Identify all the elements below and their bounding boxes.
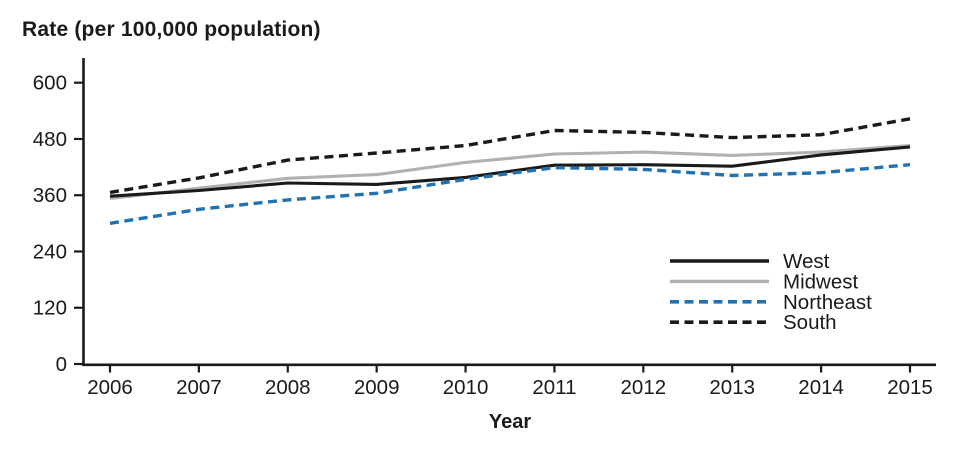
x-tick-label: 2009 — [354, 376, 400, 399]
legend-label-south: South — [783, 311, 837, 334]
y-tick-label: 480 — [33, 128, 67, 151]
series-line-west — [109, 145, 911, 198]
series-line-midwest — [109, 143, 911, 201]
legend-label-midwest: Midwest — [783, 270, 858, 293]
series-line-northeast — [109, 163, 911, 225]
y-tick-label: 0 — [56, 353, 67, 376]
x-tick-label: 2012 — [621, 376, 667, 399]
x-axis-title: Year — [488, 411, 532, 433]
x-tick-label: 2006 — [87, 376, 133, 399]
x-tick-label: 2013 — [709, 376, 755, 399]
x-tick-label: 2010 — [443, 376, 489, 399]
x-tick-label: 2014 — [798, 376, 844, 399]
y-tick-label: 600 — [33, 72, 67, 95]
legend-label-west: West — [783, 250, 830, 273]
x-tick-label: 2011 — [532, 376, 576, 399]
series-line-south — [109, 117, 911, 195]
y-tick-label: 360 — [33, 184, 67, 207]
x-tick-label: 2008 — [265, 376, 311, 399]
y-tick-label: 240 — [33, 240, 67, 263]
chart-title: Rate (per 100,000 population) — [22, 18, 321, 41]
x-tick-label: 2007 — [176, 376, 222, 399]
x-tick-label: 2015 — [887, 376, 933, 399]
legend-label-northeast: Northeast — [783, 291, 872, 314]
y-tick-label: 120 — [33, 297, 67, 320]
